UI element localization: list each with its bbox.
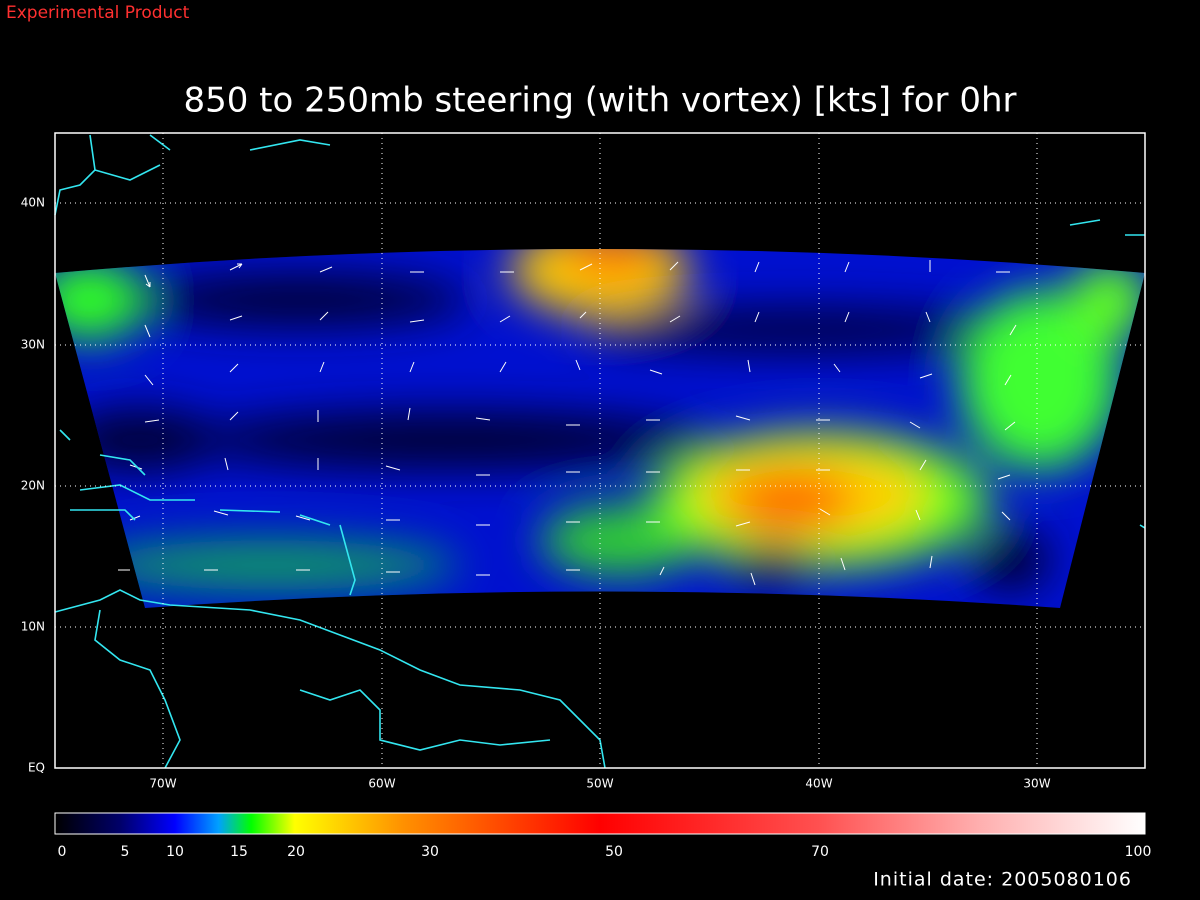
wind-field [55, 249, 1145, 608]
colorbar-tick-label: 30 [421, 844, 439, 860]
colorbar [54, 812, 1146, 835]
coastlines [54, 134, 1146, 769]
colorbar-tick-label: 10 [166, 844, 184, 860]
initial-date: Initial date: 2005080106 [873, 869, 1132, 891]
lon-label: 60W [368, 777, 395, 791]
colorbar-ticks: 0 5 10 15 20 30 50 70 100 [58, 844, 1152, 860]
lat-label: EQ [28, 761, 45, 775]
lat-label: 20N [21, 479, 45, 493]
colorbar-tick-label: 100 [1125, 844, 1152, 860]
colorbar-tick-label: 70 [811, 844, 829, 860]
lon-label: 40W [805, 777, 832, 791]
wind-arrows [118, 260, 1017, 586]
lat-label: 40N [21, 196, 45, 210]
colorbar-tick-label: 20 [287, 844, 305, 860]
colorbar-tick-label: 0 [58, 844, 67, 860]
lat-label: 30N [21, 338, 45, 352]
lon-label: 50W [586, 777, 613, 791]
map-title: 850 to 250mb steering (with vortex) [kts… [183, 81, 1016, 121]
colorbar-tick-label: 50 [605, 844, 623, 860]
map-frame [54, 132, 1146, 769]
lat-label: 10N [21, 620, 45, 634]
graticule: 40N 30N 20N 10N EQ 70W 60W 50W 40W 30W [21, 133, 1145, 791]
header-label: Experimental Product [6, 3, 190, 23]
lon-label: 30W [1023, 777, 1050, 791]
lon-label: 70W [149, 777, 176, 791]
colorbar-tick-label: 5 [121, 844, 130, 860]
colorbar-tick-label: 15 [230, 844, 248, 860]
